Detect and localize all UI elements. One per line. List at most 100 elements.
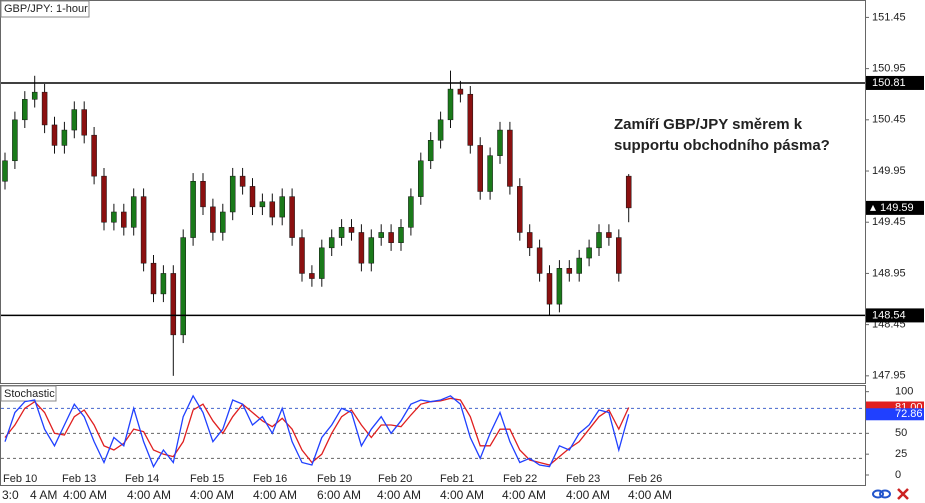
y-tick-label: 149.95 xyxy=(872,165,906,177)
x-tick-label: 4:00 AM xyxy=(127,488,171,502)
level-label-box xyxy=(866,308,924,323)
stoch-label-box xyxy=(866,408,924,421)
y-tick-label: 150.45 xyxy=(872,114,906,126)
candle-body xyxy=(368,237,375,264)
candle-body xyxy=(41,91,48,126)
x-tick-label: Feb 22 xyxy=(503,473,537,485)
candle-body xyxy=(259,201,266,208)
candle-body xyxy=(71,109,78,131)
candle-body xyxy=(269,201,276,218)
y-tick-label: 150.95 xyxy=(872,63,906,75)
candle-body xyxy=(299,237,305,274)
candle-body xyxy=(625,175,632,209)
icons[interactable] xyxy=(872,488,909,500)
candle-body xyxy=(160,273,167,295)
candle-body xyxy=(22,99,28,121)
candle-body xyxy=(526,232,533,249)
candle-body xyxy=(150,262,157,295)
candle-body xyxy=(457,88,464,95)
y-tick-label: 147.95 xyxy=(872,370,906,382)
candle-body xyxy=(497,129,503,156)
candle-body xyxy=(249,186,256,208)
candle-body xyxy=(408,196,414,228)
candle-body xyxy=(180,237,186,336)
stoch-title: Stochastic xyxy=(4,388,55,400)
candle-body xyxy=(111,211,117,223)
last-price-label: 149.59 xyxy=(880,202,914,214)
level-label: 150.81 xyxy=(872,77,906,89)
candle-body xyxy=(576,257,582,274)
x-tick-label: Feb 13 xyxy=(62,473,96,485)
candle-body xyxy=(616,237,622,274)
candle-body xyxy=(348,227,355,233)
title-box xyxy=(0,0,90,18)
stoch-line xyxy=(4,397,630,466)
y-tick-label: 0 xyxy=(895,469,901,481)
candle-body xyxy=(606,232,612,238)
candle-body xyxy=(279,196,285,218)
x-tick-label: 4:00 AM xyxy=(253,488,297,502)
stoch-line xyxy=(4,394,630,469)
stoch-frame xyxy=(0,385,866,486)
candle-body xyxy=(51,124,58,146)
link-icon[interactable] xyxy=(879,489,891,499)
candle-body xyxy=(140,196,147,264)
candle-body xyxy=(190,181,196,238)
stoch-label: 72.86 xyxy=(895,408,923,420)
y-tick-label: 50 xyxy=(895,427,907,439)
close-icon[interactable] xyxy=(897,488,909,500)
y-tick-label: 100 xyxy=(895,386,913,398)
candle-body xyxy=(210,206,216,233)
x-tick-label: 4:00 AM xyxy=(628,488,672,502)
candle-body xyxy=(309,273,315,279)
candle-body xyxy=(289,196,295,238)
y-tick-label: 148.95 xyxy=(872,267,906,279)
candle-body xyxy=(121,211,127,228)
y-tick-label: 151.45 xyxy=(872,11,906,23)
candle-body xyxy=(12,119,18,162)
candle-body xyxy=(447,88,454,121)
main-frame xyxy=(0,0,866,384)
candle-body xyxy=(170,273,177,336)
candle-body xyxy=(487,155,493,192)
annotation: supportu obchodního pásma? xyxy=(614,137,830,154)
candle-body xyxy=(200,181,206,208)
x-tick-label: 4:00 AM xyxy=(440,488,484,502)
candle-body xyxy=(566,268,573,274)
candle-body xyxy=(398,227,404,243)
candle-body xyxy=(338,227,345,238)
level-label-box xyxy=(866,75,924,90)
candle-body xyxy=(586,247,592,259)
x-tick-label: 6:00 AM xyxy=(317,488,361,502)
x-tick-label: Feb 14 xyxy=(125,473,159,485)
x-tick-label: 3:0 xyxy=(2,488,19,502)
last-price-arrow xyxy=(870,204,876,211)
x-tick-label: Feb 16 xyxy=(253,473,287,485)
candle-body xyxy=(378,232,384,238)
candle-body xyxy=(358,232,365,264)
x-tick-label: Feb 23 xyxy=(566,473,600,485)
x-tick-label: Feb 10 xyxy=(3,473,37,485)
candle-body xyxy=(427,140,434,162)
x-tick-label: 4:00 AM xyxy=(502,488,546,502)
x-tick-label: 4:00 AM xyxy=(63,488,107,502)
candle-body xyxy=(31,91,38,100)
candle-body xyxy=(437,119,444,141)
candle-body xyxy=(418,160,424,197)
candle-body xyxy=(477,145,483,192)
x-tick-label: Feb 21 xyxy=(440,473,474,485)
candle-body xyxy=(517,186,523,233)
y-tick-label: 25 xyxy=(895,448,907,460)
candle-body xyxy=(596,232,602,249)
y-tick-label: 149.45 xyxy=(872,216,906,228)
link-icon[interactable] xyxy=(872,489,884,499)
x-tick-label: 4:00 AM xyxy=(377,488,421,502)
x-tick-label: 4 AM xyxy=(30,488,57,502)
candle-body xyxy=(61,129,68,146)
candle-body xyxy=(467,93,474,146)
last-price-box xyxy=(866,200,924,215)
candle-body xyxy=(328,237,335,249)
x-tick-label: 4:00 AM xyxy=(190,488,234,502)
candle-body xyxy=(2,160,8,182)
